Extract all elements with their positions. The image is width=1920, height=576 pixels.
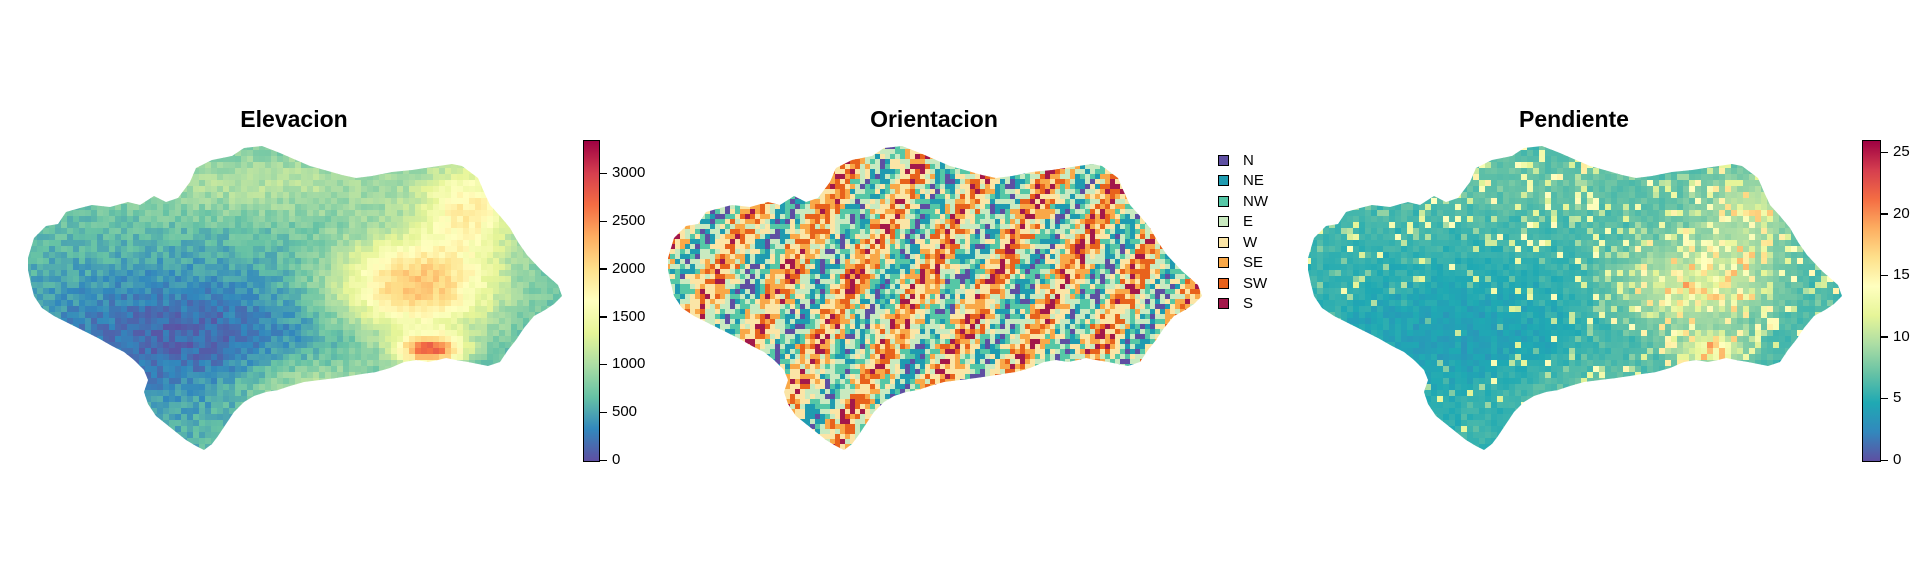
colorbar-tick-label: 15 bbox=[1893, 266, 1910, 284]
legend-swatch bbox=[1218, 154, 1229, 166]
colorbar-tick-mark bbox=[600, 316, 607, 318]
legend-swatch bbox=[1218, 195, 1229, 207]
legend-label: E bbox=[1243, 213, 1254, 230]
colorbar-tick-mark bbox=[1881, 274, 1888, 277]
aspect-legend: N NE NW E W SE SW S bbox=[1218, 150, 1308, 315]
colorbar-tick-label: 0 bbox=[1893, 451, 1902, 468]
panel-title: Orientacion bbox=[870, 106, 998, 132]
panel-title: Elevacion bbox=[240, 106, 348, 132]
colorbar-tick-label: 10 bbox=[1893, 327, 1910, 345]
legend-item: SE bbox=[1218, 253, 1263, 273]
aspect-map bbox=[668, 146, 1202, 450]
legend-swatch bbox=[1218, 236, 1229, 248]
colorbar-tick-label: 1000 bbox=[612, 355, 646, 373]
legend-swatch bbox=[1218, 277, 1229, 289]
legend-item: SW bbox=[1218, 273, 1267, 293]
colorbar-tick-label: 5 bbox=[1893, 389, 1902, 407]
legend-item: S bbox=[1218, 294, 1253, 314]
raster-cells bbox=[1308, 146, 1842, 450]
panel-title: Pendiente bbox=[1519, 106, 1629, 132]
elevation-colorbar bbox=[583, 140, 600, 462]
colorbar-tick-mark bbox=[1881, 213, 1888, 215]
legend-item: W bbox=[1218, 232, 1257, 252]
colorbar-tick-label: 2500 bbox=[612, 212, 646, 230]
colorbar-tick-mark bbox=[600, 220, 607, 222]
legend-label: S bbox=[1243, 295, 1254, 312]
raster-cells bbox=[28, 146, 562, 450]
colorbar-tick-label: 2000 bbox=[612, 259, 646, 277]
elevation-map bbox=[28, 146, 562, 450]
legend-item: NE bbox=[1218, 171, 1264, 191]
legend-label: SE bbox=[1243, 254, 1264, 271]
legend-item: E bbox=[1218, 212, 1253, 232]
legend-label: NE bbox=[1243, 172, 1264, 189]
colorbar-tick-label: 500 bbox=[612, 403, 638, 421]
legend-label: SW bbox=[1243, 274, 1268, 292]
legend-item: NW bbox=[1218, 191, 1268, 211]
colorbar-tick-label: 3000 bbox=[612, 164, 646, 182]
legend-item: N bbox=[1218, 150, 1254, 170]
legend-swatch bbox=[1218, 175, 1229, 186]
colorbar-tick-label: 25 bbox=[1893, 143, 1910, 161]
slope-colorbar bbox=[1862, 140, 1881, 462]
legend-swatch bbox=[1218, 257, 1229, 268]
colorbar-tick-label: 0 bbox=[612, 451, 621, 468]
legend-swatch bbox=[1218, 216, 1229, 227]
raster-cells bbox=[668, 146, 1202, 450]
colorbar-tick-mark bbox=[1881, 336, 1888, 338]
colorbar-tick-mark bbox=[600, 172, 607, 175]
colorbar-tick-mark bbox=[600, 363, 607, 366]
colorbar-tick-mark bbox=[600, 411, 607, 414]
legend-label: NW bbox=[1243, 192, 1268, 210]
colorbar-tick-mark bbox=[1881, 459, 1888, 461]
colorbar-tick-mark bbox=[600, 459, 607, 461]
slope-map bbox=[1308, 146, 1842, 450]
colorbar-tick-mark bbox=[1881, 151, 1888, 154]
legend-label: N bbox=[1243, 151, 1254, 169]
colorbar-tick-label: 20 bbox=[1893, 204, 1910, 222]
colorbar-tick-mark bbox=[600, 268, 607, 270]
legend-swatch bbox=[1218, 298, 1229, 309]
legend-label: W bbox=[1243, 233, 1258, 251]
colorbar-tick-label: 1500 bbox=[612, 307, 646, 325]
colorbar-tick-mark bbox=[1881, 397, 1888, 400]
